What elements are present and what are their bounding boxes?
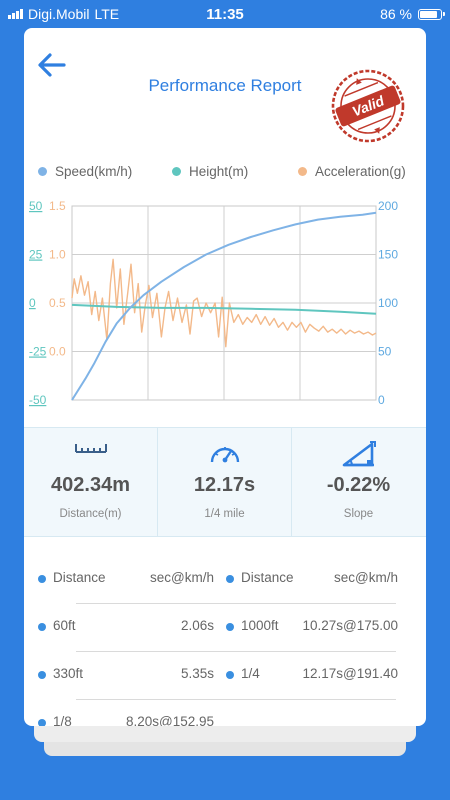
speed-tick-label: 100	[378, 296, 398, 310]
legend-dot	[298, 167, 307, 176]
split-distance: 60ft	[53, 618, 76, 633]
acceleration-tick-label: 0.5	[49, 296, 66, 310]
header-cell: Distance sec@km/h	[38, 570, 214, 590]
height-tick-label: 0	[29, 296, 36, 310]
speed-tick-label: 150	[378, 248, 398, 262]
table-row: 330ft 5.35s 1/4 12.17s@191.40	[24, 652, 426, 700]
split-time: 8.20s@152.95	[125, 714, 214, 726]
performance-chart: 50 25 0 -25 -50 1.5 1.0 0.5 0.0 200 150 100 50 0	[29, 199, 398, 407]
header-cell: Distance sec@km/h	[226, 570, 398, 590]
signal-icon	[8, 9, 23, 19]
slope-label: Slope	[343, 508, 374, 520]
split-times-table: Distance sec@km/h Distance sec@km/h 60ft…	[24, 556, 426, 726]
legend-height[interactable]: Height(m)	[172, 164, 248, 179]
legend-label: Speed(km/h)	[55, 164, 133, 179]
bullet-icon	[226, 575, 234, 583]
acceleration-tick-label: 1.0	[49, 248, 66, 262]
header-distance: Distance	[53, 570, 106, 585]
bullet-icon	[38, 719, 46, 726]
acceleration-tick-label: 1.5	[49, 199, 66, 213]
row-divider	[76, 603, 396, 604]
split-distance: 1000ft	[241, 618, 279, 633]
table-cell: 1000ft 10.27s@175.00	[226, 618, 398, 638]
battery-icon	[418, 8, 445, 20]
page-title: Performance Report	[148, 76, 302, 95]
legend-dot	[38, 167, 47, 176]
carrier-name: Digi.Mobil	[28, 6, 90, 22]
legend-dot	[172, 167, 181, 176]
valid-stamp: Valid	[331, 69, 405, 143]
height-series-line	[71, 303, 377, 315]
distance-label: Distance(m)	[59, 508, 122, 520]
stat-quarter-mile: 12.17s 1/4 mile	[158, 428, 291, 536]
quarter-mile-value: 12.17s	[193, 474, 256, 496]
split-distance: 330ft	[53, 666, 84, 681]
speed-tick-label: 50	[378, 345, 392, 359]
clock: 11:35	[206, 6, 244, 23]
split-time: 12.17s@191.40	[302, 666, 398, 681]
bullet-icon	[226, 623, 234, 631]
table-cell: 1/8 8.20s@152.95	[38, 714, 214, 726]
divider	[157, 428, 158, 536]
slope-icon	[342, 441, 376, 467]
report-card: Performance Report Valid Speed(km/h) Hei…	[24, 28, 426, 726]
split-time: 5.35s	[180, 666, 214, 681]
header-distance: Distance	[241, 570, 294, 585]
legend-label: Acceleration(g)	[315, 164, 406, 179]
bullet-icon	[226, 671, 234, 679]
chart-legend: Speed(km/h) Height(m) Acceleration(g)	[24, 164, 426, 184]
header-time: sec@km/h	[334, 570, 398, 585]
speed-tick-label: 0	[378, 393, 385, 407]
network-type: LTE	[94, 6, 120, 22]
speed-tick-label: 200	[378, 199, 398, 213]
speedometer-icon	[210, 447, 239, 463]
table-cell: 1/4 12.17s@191.40	[226, 666, 398, 686]
table-cell: 330ft 5.35s	[38, 666, 214, 686]
table-row: 60ft 2.06s 1000ft 10.27s@175.00	[24, 604, 426, 652]
legend-acceleration[interactable]: Acceleration(g)	[298, 164, 406, 179]
slope-value: -0.22%	[326, 474, 391, 496]
split-time: 10.27s@175.00	[302, 618, 398, 633]
divider	[291, 428, 292, 536]
height-tick-label: 50	[29, 199, 43, 213]
height-tick-label: -25	[29, 345, 47, 359]
header-time: sec@km/h	[150, 570, 214, 585]
back-button[interactable]	[36, 50, 68, 80]
row-divider	[76, 651, 396, 652]
battery-percent: 86 %	[380, 6, 412, 22]
acceleration-tick-label: 0.0	[49, 345, 66, 359]
split-distance: 1/4	[241, 666, 260, 681]
split-distance: 1/8	[53, 714, 72, 726]
carrier-info: Digi.Mobil LTE	[8, 6, 119, 22]
stat-distance: 402.34m Distance(m)	[24, 428, 157, 536]
stats-panel: 402.34m Distance(m) 12.17s 1/4 mile	[24, 427, 426, 537]
split-time: 2.06s	[180, 618, 214, 633]
bullet-icon	[38, 575, 46, 583]
table-header: Distance sec@km/h Distance sec@km/h	[24, 556, 426, 604]
row-divider	[76, 699, 396, 700]
height-tick-label: 25	[29, 248, 43, 262]
speed-series-line	[71, 211, 377, 401]
status-bar: Digi.Mobil LTE 11:35 86 %	[0, 0, 450, 28]
bullet-icon	[38, 623, 46, 631]
ruler-icon	[74, 444, 107, 453]
table-row: 1/8 8.20s@152.95	[24, 700, 426, 726]
quarter-mile-label: 1/4 mile	[204, 508, 245, 520]
legend-speed[interactable]: Speed(km/h)	[38, 164, 132, 179]
battery-info: 86 %	[380, 6, 445, 22]
bullet-icon	[38, 671, 46, 679]
distance-value: 402.34m	[51, 474, 130, 496]
legend-label: Height(m)	[189, 164, 249, 179]
table-cell: 60ft 2.06s	[38, 618, 214, 638]
stat-slope: -0.22% Slope	[292, 428, 425, 536]
height-tick-label: -50	[29, 393, 47, 407]
arrow-left-icon	[38, 53, 66, 77]
